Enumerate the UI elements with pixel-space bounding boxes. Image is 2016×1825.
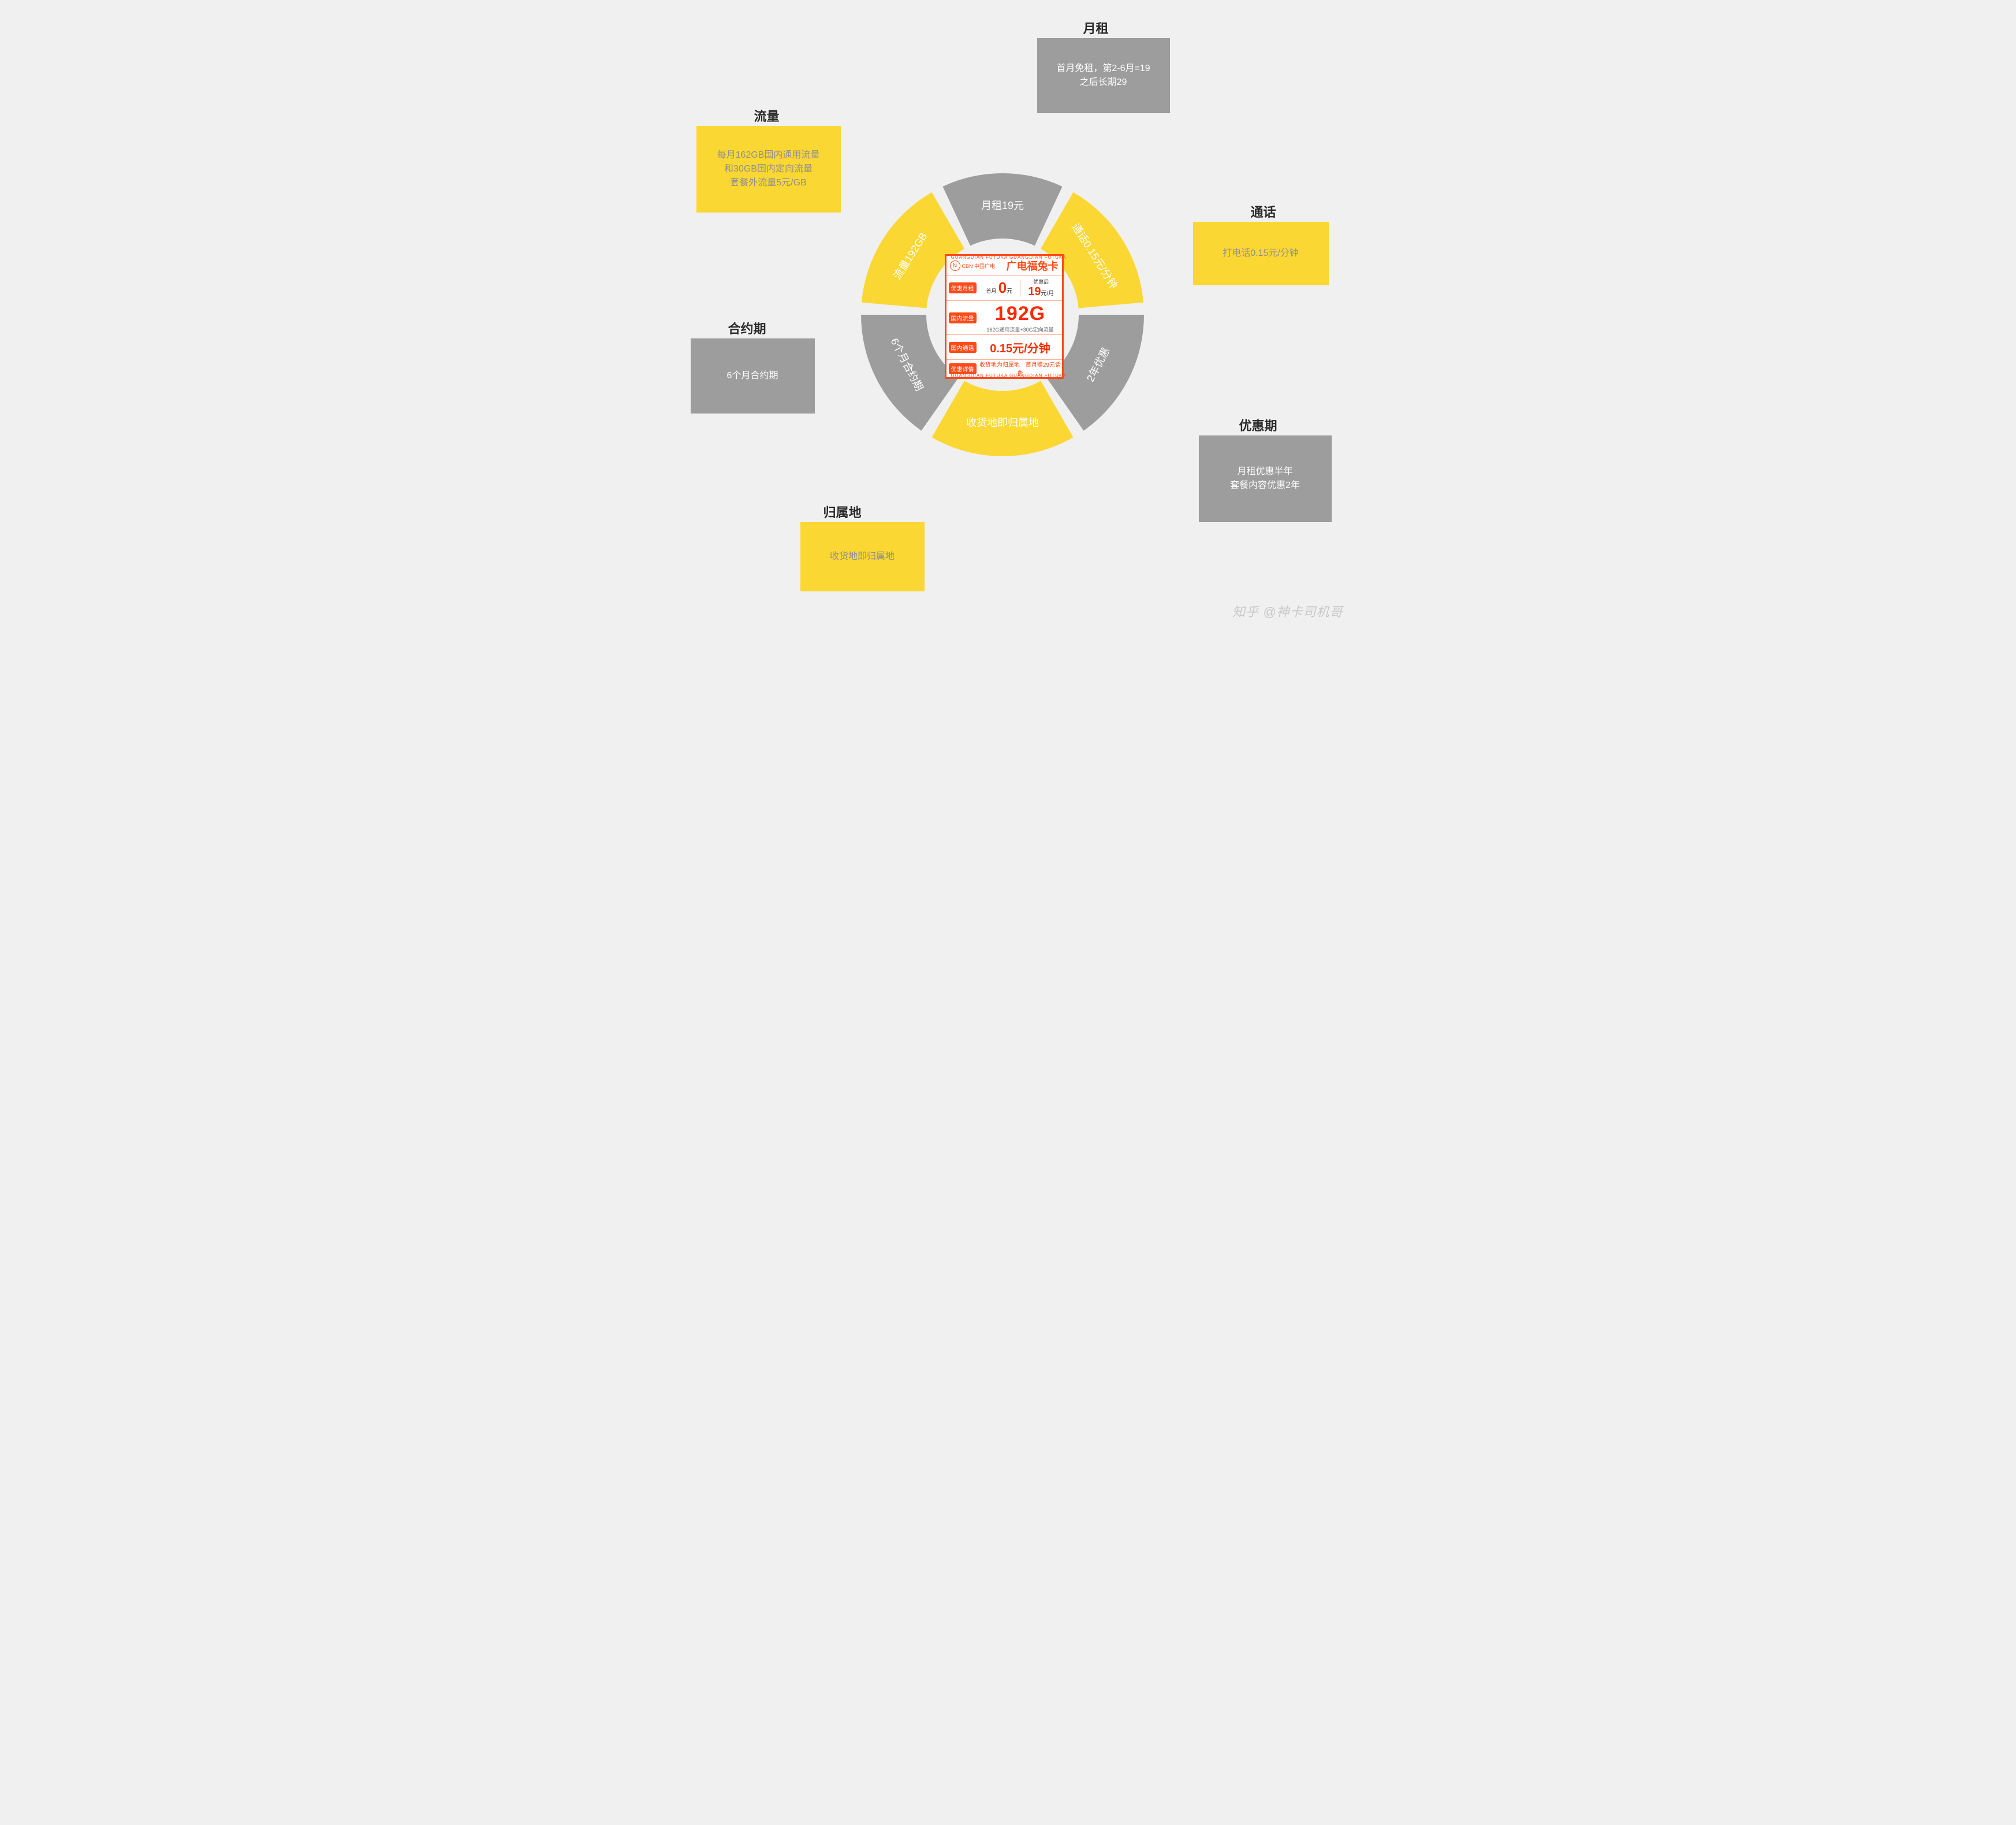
card-tag: 优惠月租 <box>949 282 977 293</box>
callout-box-call: 打电话0.15元/分钟 <box>1193 222 1329 285</box>
callout-line: 套餐外流量5元/GB <box>730 176 806 190</box>
callout-line: 套餐内容优惠2年 <box>1230 479 1300 493</box>
callout-line: 首月免租，第2-6月=19 <box>1056 62 1150 76</box>
card-tag: 国内通话 <box>949 342 977 353</box>
callout-line: 和30GB国内定向流量 <box>724 162 813 176</box>
callout-box-data: 每月162GB国内通用流量和30GB国内定向流量套餐外流量5元/GB <box>696 126 841 213</box>
donut-label-rent: 月租19元 <box>981 200 1023 211</box>
callout-line: 每月162GB国内通用流量 <box>717 148 820 162</box>
callout-title-rent: 月租 <box>1083 18 1109 37</box>
callout-title-home: 归属地 <box>823 502 862 521</box>
card-data-sub: 162G通用流量+30G定向流量 <box>986 327 1053 333</box>
callout-line: 收货地即归属地 <box>830 550 895 564</box>
card-tag: 优惠详情 <box>949 363 977 374</box>
card-call-rate: 0.15元/分钟 <box>979 339 1062 356</box>
card-monthly-price: 19 <box>1028 285 1041 298</box>
infographic-stage: 月租19元通话0.15元/分钟2年优惠收货地即归属地6个月合约期流量192GB … <box>662 0 1355 627</box>
callout-line: 6个月合约期 <box>727 369 778 383</box>
callout-box-rent: 首月免租，第2-6月=19之后长期29 <box>1037 38 1170 113</box>
callout-title-data: 流量 <box>754 106 780 125</box>
callout-line: 之后长期29 <box>1080 76 1127 90</box>
callout-box-home: 收货地即归属地 <box>800 522 925 591</box>
card-data-amount: 192G <box>995 303 1045 325</box>
card-logo-icon: N <box>950 260 960 271</box>
watermark: 知乎 @神卡司机哥 <box>1232 602 1343 620</box>
card-edge-text: GUANGDIAN FUTUKA GUANGDIAN FUTUKA <box>951 255 1057 260</box>
donut-label-home: 收货地即归属地 <box>966 417 1039 429</box>
card-edge-text: GUANGDIAN FUTUKA GUANGDIAN FUTUKA <box>951 373 1057 378</box>
callout-title-promo: 优惠期 <box>1239 416 1277 434</box>
callout-box-contract: 6个月合约期 <box>691 338 815 414</box>
callout-title-contract: 合约期 <box>728 319 766 337</box>
callout-box-promo: 月租优惠半年套餐内容优惠2年 <box>1199 435 1332 522</box>
card-brand: CBN 中国广电 <box>962 262 996 270</box>
card-title: 广电福兔卡 <box>1007 258 1059 273</box>
callout-line: 月租优惠半年 <box>1237 465 1292 479</box>
center-card: GUANGDIAN FUTUKA GUANGDIAN FUTUKA GUANGDI… <box>945 254 1064 379</box>
card-first-month-price: 0 <box>998 279 1007 296</box>
card-tag: 国内流量 <box>949 312 977 323</box>
callout-line: 打电话0.15元/分钟 <box>1223 247 1299 260</box>
callout-title-call: 通话 <box>1251 202 1276 221</box>
